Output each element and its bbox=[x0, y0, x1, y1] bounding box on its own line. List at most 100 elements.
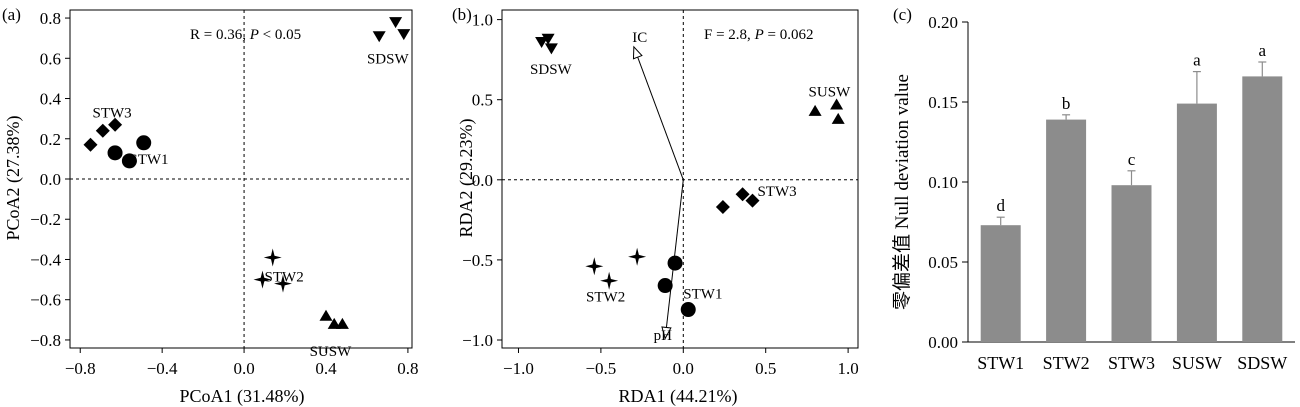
panel-c-bar-susw bbox=[1176, 103, 1217, 342]
panel-a-y-tick-label: −0.4 bbox=[30, 250, 61, 269]
panel-b-x-tick-label: −1.0 bbox=[503, 359, 534, 378]
panel-c-bar-stw1 bbox=[980, 225, 1021, 342]
panel-c-bar-stw2 bbox=[1046, 119, 1087, 342]
panel-a-y-tick-label: −0.6 bbox=[30, 291, 61, 310]
panel-b-point-sdsw bbox=[541, 33, 555, 45]
panel-b-x-tick-label: −0.5 bbox=[585, 359, 616, 378]
panel-a-point-susw bbox=[319, 309, 333, 321]
panel-b-vector-ic bbox=[633, 46, 684, 180]
panel-a-group-label-stw1: STW1 bbox=[129, 152, 168, 168]
panel-c-category-label-susw: SUSW bbox=[1172, 353, 1222, 373]
panel-a-group-label-sdsw: SDSW bbox=[367, 51, 410, 67]
panel-c-significance-stw2: b bbox=[1062, 94, 1071, 113]
panel-b-y-tick-label: −1.0 bbox=[462, 331, 493, 350]
panel-a-point-stw2 bbox=[253, 270, 272, 289]
panel-b-y-axis-label: RDA2 (29.23%) bbox=[456, 119, 477, 238]
panel-a-y-tick-label: −0.2 bbox=[30, 210, 61, 229]
panel-b-point-susw bbox=[830, 98, 844, 110]
panel-c-label: (c) bbox=[893, 5, 912, 24]
panel-a-point-sdsw bbox=[372, 31, 386, 43]
panel-c-significance-stw1: d bbox=[996, 196, 1005, 215]
panel-b-x-axis-label: RDA1 (44.21%) bbox=[619, 386, 738, 407]
panel-a-point-sdsw bbox=[397, 29, 411, 41]
panel-b-point-sdsw bbox=[535, 37, 549, 48]
panel-a-point-stw3 bbox=[95, 123, 110, 138]
panel-b-y-tick-label: 0.5 bbox=[472, 91, 493, 110]
panel-a-x-tick-label: 0.0 bbox=[233, 359, 254, 378]
panel-a-point-stw1 bbox=[107, 145, 123, 161]
panel-b-annotation: F = 2.8, P = 0.062 bbox=[704, 27, 813, 43]
panel-a-y-tick-label: 0.4 bbox=[40, 90, 62, 109]
panel-a-group-label-stw2: STW2 bbox=[265, 270, 304, 286]
panel-a-group-label-susw: SUSW bbox=[310, 344, 353, 360]
panel-a-x-tick-label: −0.4 bbox=[147, 359, 178, 378]
panel-b-vector-arrowhead bbox=[661, 326, 672, 340]
panel-c-bar-sdsw bbox=[1242, 76, 1283, 343]
panel-c-significance-stw3: c bbox=[1128, 150, 1136, 169]
panel-b-y-tick-label: 1.0 bbox=[472, 11, 493, 30]
panel-a-point-susw bbox=[327, 317, 341, 329]
panel-a-point-stw2 bbox=[263, 248, 282, 267]
panel-a-x-axis-label: PCoA1 (31.48%) bbox=[180, 386, 305, 407]
panel-b-vector-label: IC bbox=[632, 30, 647, 46]
panel-b-point-stw1 bbox=[657, 278, 673, 294]
panel-c-y-axis-label: 零偏差值 Null deviation value bbox=[891, 74, 913, 310]
panel-b-point-sdsw bbox=[544, 43, 558, 55]
panel-b-x-tick-label: 0.5 bbox=[755, 359, 776, 378]
panel-c-y-tick-label: 0.00 bbox=[928, 333, 958, 352]
panel-a-x-tick-label: 0.8 bbox=[397, 359, 418, 378]
panel-a-y-tick-label: 0.8 bbox=[40, 9, 61, 28]
panel-b-x-tick-label: 0.0 bbox=[673, 359, 694, 378]
panel-b-point-susw bbox=[808, 104, 822, 116]
panel-c-bar-stw3 bbox=[1111, 185, 1152, 342]
panel-c-category-label-stw3: STW3 bbox=[1108, 353, 1155, 373]
panel-c-y-tick-label: 0.20 bbox=[928, 13, 958, 32]
panel-b-point-stw3 bbox=[735, 187, 750, 202]
panel-b-point-stw1 bbox=[667, 255, 683, 271]
panel-b-group-label-stw1: STW1 bbox=[683, 286, 722, 302]
panel-b-y-tick-label: 0.0 bbox=[472, 171, 493, 190]
panel-b-group-label-stw2: STW2 bbox=[586, 290, 625, 306]
panel-a-point-stw2 bbox=[274, 274, 292, 293]
panel-a-y-tick-label: 0.0 bbox=[40, 170, 61, 189]
panel-c-y-tick-label: 0.10 bbox=[928, 173, 958, 192]
panel-c-significance-sdsw: a bbox=[1259, 41, 1267, 60]
panel-b-vector-label: pH bbox=[654, 328, 673, 344]
panel-a-y-tick-label: 0.6 bbox=[40, 49, 61, 68]
panel-a-x-tick-label: 0.4 bbox=[315, 359, 337, 378]
panel-b-point-stw2 bbox=[628, 247, 647, 266]
panel-a-point-stw1 bbox=[136, 135, 152, 151]
panel-a-point-sdsw bbox=[389, 17, 403, 29]
panel-b-point-stw2 bbox=[585, 257, 604, 276]
panel-c-significance-susw: a bbox=[1193, 51, 1201, 70]
panel-a-point-stw1 bbox=[121, 153, 137, 169]
panel-b-y-tick-label: −0.5 bbox=[462, 251, 493, 270]
panel-b-label: (b) bbox=[452, 5, 472, 24]
panel-a-annotation: R = 0.36, P < 0.05 bbox=[190, 27, 301, 43]
panel-b-point-stw3 bbox=[715, 200, 730, 214]
panel-b-rda: (b) F = 2.8, P = 0.062 RDA1 (44.21%) RDA… bbox=[452, 5, 859, 407]
panel-a-y-tick-label: 0.2 bbox=[40, 130, 61, 149]
panel-a-y-axis-label: PCoA2 (27.38%) bbox=[3, 115, 24, 240]
panel-b-point-stw1 bbox=[680, 302, 696, 318]
panel-b-vector-arrowhead bbox=[632, 45, 643, 60]
panel-b-group-label-susw: SUSW bbox=[809, 85, 852, 101]
panel-a-pcoa: (a) R = 0.36, P < 0.05 PCoA1 (31.48%) PC… bbox=[2, 5, 419, 407]
panel-a-point-stw3 bbox=[83, 137, 98, 152]
panel-a-y-tick-label: −0.8 bbox=[30, 331, 61, 350]
panel-c-null-deviation: (c) 零偏差值 Null deviation value 0.00 0.05 0.… bbox=[891, 5, 1295, 373]
panel-b-group-label-sdsw: SDSW bbox=[530, 62, 573, 78]
panel-c-category-label-stw2: STW2 bbox=[1043, 353, 1090, 373]
panel-c-y-tick-label: 0.05 bbox=[928, 253, 958, 272]
panel-c-y-tick-label: 0.15 bbox=[928, 93, 958, 112]
panel-a-point-stw3 bbox=[108, 117, 123, 132]
panel-b-point-stw2 bbox=[600, 271, 619, 290]
panel-c-category-label-stw1: STW1 bbox=[977, 353, 1024, 373]
panel-a-point-susw bbox=[335, 317, 349, 329]
panel-c-category-label-sdsw: SDSW bbox=[1237, 353, 1287, 373]
panel-b-group-label-stw3: STW3 bbox=[757, 184, 796, 200]
panel-a-x-tick-label: −0.8 bbox=[65, 359, 96, 378]
panel-b-x-tick-label: 1.0 bbox=[837, 359, 858, 378]
panel-b-point-susw bbox=[831, 112, 845, 124]
